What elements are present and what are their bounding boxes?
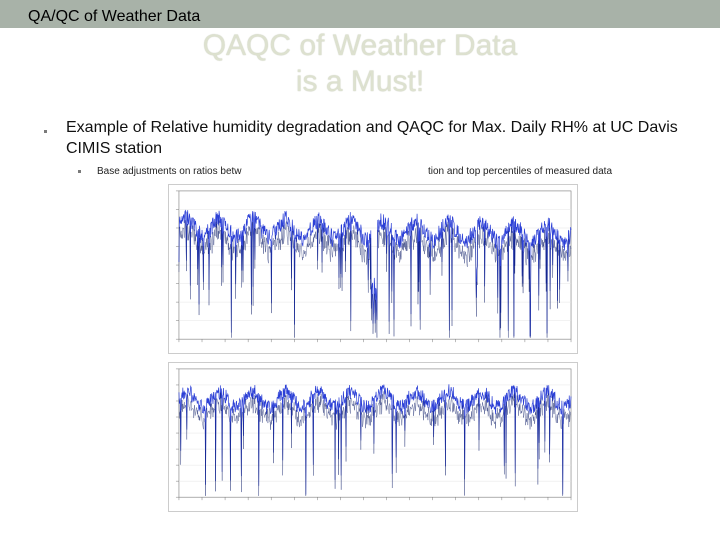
slide-title: QAQC of Weather Data is a Must! [150, 28, 570, 100]
main-bullet-text: Example of Relative humidity degradation… [66, 119, 678, 157]
bullet-marker [44, 130, 47, 133]
measured-rh-chart-svg [175, 190, 572, 343]
header-title: QA/QC of Weather Data [28, 8, 201, 25]
adjusted-rh-chart [168, 362, 578, 512]
adjusted-rh-chart-svg [175, 368, 572, 501]
slide-title-line-1: QAQC of Weather Data [202, 29, 518, 62]
slide-title-line-2: is a Must! [295, 65, 425, 98]
sub-bullet-text-left: Base adjustments on ratios betw [97, 166, 242, 177]
adjusted-rh-series-dark [178, 391, 572, 496]
sub-bullet-text-right: tion and top percentiles of measured dat… [428, 166, 613, 177]
sub-bullet-marker [78, 170, 81, 173]
header-bar: QA/QC of Weather Data [0, 0, 720, 28]
measured-rh-series-dark [178, 220, 572, 338]
measured-rh-chart [168, 184, 578, 354]
